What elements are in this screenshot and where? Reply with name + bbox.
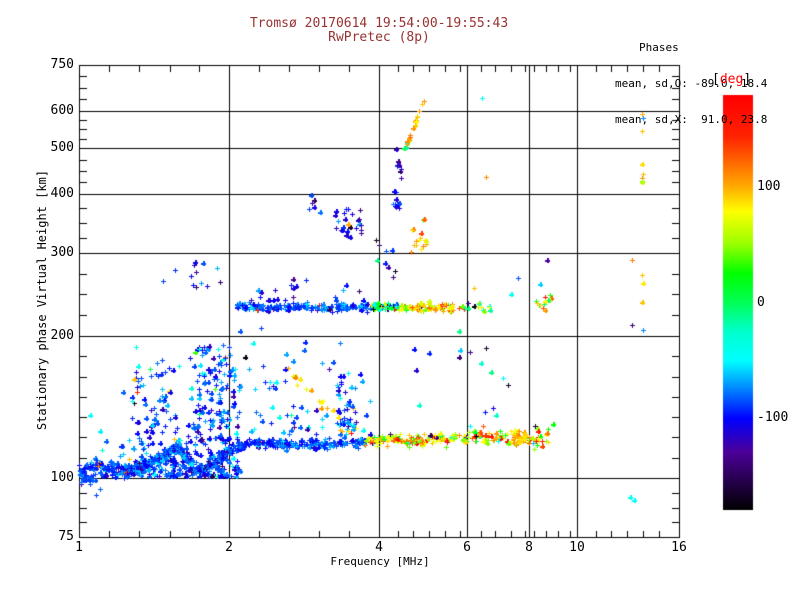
colorbar-bracket-close: ] [743, 72, 752, 87]
y-tick-label: 75 [58, 529, 74, 544]
y-axis-title: Stationary phase Virtual Height [km] [35, 169, 49, 431]
y-tick-label: 400 [50, 186, 74, 201]
x-tick-label: 4 [375, 540, 383, 555]
x-axis-title: Frequency [MHz] [330, 555, 430, 568]
x-tick-label: 16 [671, 540, 687, 555]
y-tick-label: 100 [50, 470, 74, 485]
y-tick-label: 500 [50, 140, 74, 155]
colorbar-tick-label: -100 [757, 410, 789, 425]
chart-title: Tromsø 20170614 19:54:00-19:55:43 [249, 16, 509, 31]
phase-stats-x-line: mean, sd,X: 91.0, 23.8 [615, 113, 768, 126]
colorbar-bracket-open: [ [712, 72, 720, 87]
x-tick-label: 8 [525, 540, 533, 555]
x-tick-label: 10 [569, 540, 585, 555]
colorbar-unit: deg [719, 72, 744, 87]
colorbar-tick-label: 100 [757, 179, 781, 194]
phase-stats: Phases mean, sd,O: -89.0, 18.4 mean, sd,… [615, 18, 767, 150]
y-tick-label: 200 [50, 328, 74, 343]
colorbar-label: [deg] [712, 72, 751, 87]
y-tick-label: 300 [50, 245, 74, 260]
x-tick-label: 1 [75, 540, 83, 555]
colorbar-tick-label: 0 [757, 295, 765, 310]
y-tick-label: 750 [50, 57, 74, 72]
chart-subtitle: RwPretec (8p) [328, 30, 430, 45]
phase-stats-heading: Phases [639, 41, 679, 54]
phase-stats-o-line: mean, sd,O: -89.0, 18.4 [615, 77, 768, 90]
x-tick-label: 6 [463, 540, 471, 555]
y-tick-label: 600 [50, 103, 74, 118]
x-tick-label: 2 [225, 540, 233, 555]
